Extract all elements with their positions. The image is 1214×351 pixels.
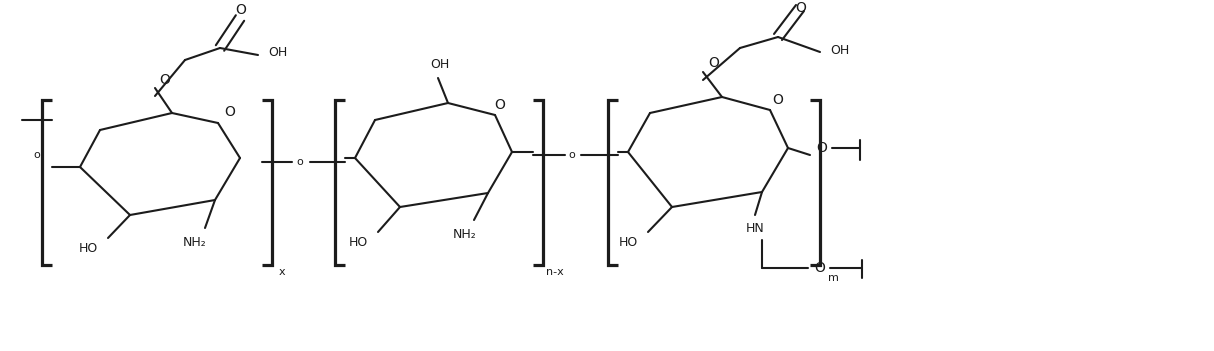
Text: n-x: n-x — [546, 267, 563, 277]
Text: O: O — [709, 56, 720, 70]
Text: O: O — [772, 93, 783, 107]
Text: HN: HN — [745, 221, 765, 234]
Text: O: O — [817, 141, 828, 155]
Text: OH: OH — [431, 59, 449, 72]
Text: x: x — [279, 267, 285, 277]
Text: O: O — [236, 3, 246, 17]
Text: O: O — [815, 261, 826, 275]
Text: OH: OH — [268, 46, 288, 59]
Text: O: O — [225, 105, 236, 119]
Text: NH₂: NH₂ — [183, 236, 206, 249]
Text: HO: HO — [348, 237, 368, 250]
Text: O: O — [159, 73, 170, 87]
Text: O: O — [494, 98, 505, 112]
Text: HO: HO — [618, 237, 637, 250]
Text: OH: OH — [830, 44, 850, 57]
Text: m: m — [828, 273, 839, 283]
Text: o: o — [34, 150, 40, 160]
Text: o: o — [296, 157, 304, 167]
Text: o: o — [568, 150, 575, 160]
Text: NH₂: NH₂ — [453, 227, 477, 240]
Text: O: O — [795, 1, 806, 15]
Text: HO: HO — [79, 241, 97, 254]
